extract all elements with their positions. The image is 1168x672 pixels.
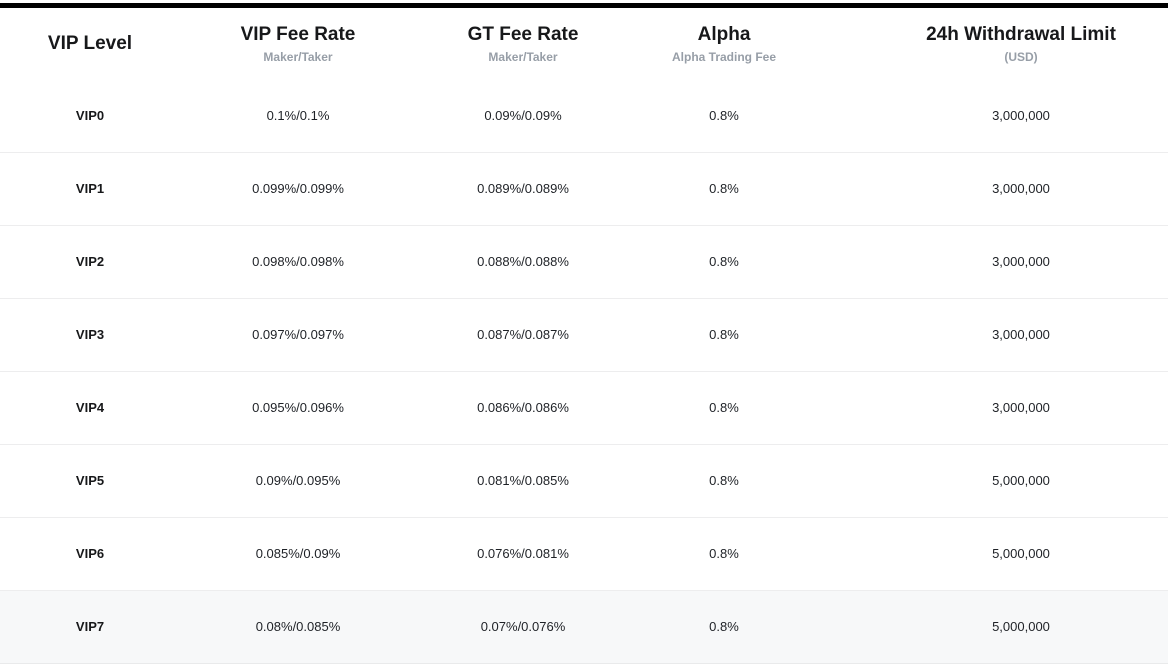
cell-vip-level: VIP2 bbox=[0, 225, 180, 299]
cell-alpha-fee: 0.8% bbox=[630, 152, 818, 226]
cell-vip-level: VIP7 bbox=[0, 590, 180, 664]
header-sublabel: Alpha Trading Fee bbox=[671, 50, 776, 64]
header-sublabel: Maker/Taker bbox=[488, 50, 558, 64]
column-header-vip-fee-rate: VIP Fee Rate Maker/Taker bbox=[180, 8, 416, 79]
header-label: Alpha bbox=[697, 24, 751, 45]
cell-gt-fee-rate: 0.076%/0.081% bbox=[416, 517, 630, 591]
table-body: VIP0 0.1%/0.1% 0.09%/0.09% 0.8% 3,000,00… bbox=[0, 79, 1168, 664]
cell-vip-level: VIP0 bbox=[0, 79, 180, 153]
top-gap bbox=[0, 0, 1168, 3]
cell-gt-fee-rate: 0.07%/0.076% bbox=[416, 590, 630, 664]
cell-vip-fee-rate: 0.1%/0.1% bbox=[180, 79, 416, 153]
cell-withdrawal-limit: 3,000,000 bbox=[818, 371, 1168, 445]
cell-withdrawal-limit: 5,000,000 bbox=[818, 517, 1168, 591]
top-border-rule bbox=[0, 3, 1168, 8]
cell-alpha-fee: 0.8% bbox=[630, 371, 818, 445]
header-label: 24h Withdrawal Limit bbox=[926, 24, 1116, 45]
cell-gt-fee-rate: 0.087%/0.087% bbox=[416, 298, 630, 372]
table-header: VIP Level VIP Fee Rate Maker/Taker GT Fe… bbox=[0, 8, 1168, 79]
table-row[interactable]: VIP6 0.085%/0.09% 0.076%/0.081% 0.8% 5,0… bbox=[0, 517, 1168, 591]
cell-vip-level: VIP4 bbox=[0, 371, 180, 445]
table-row[interactable]: VIP4 0.095%/0.096% 0.086%/0.086% 0.8% 3,… bbox=[0, 371, 1168, 445]
cell-vip-level: VIP1 bbox=[0, 152, 180, 226]
table-row[interactable]: VIP5 0.09%/0.095% 0.081%/0.085% 0.8% 5,0… bbox=[0, 444, 1168, 518]
cell-alpha-fee: 0.8% bbox=[630, 79, 818, 153]
table-row[interactable]: VIP7 0.08%/0.085% 0.07%/0.076% 0.8% 5,00… bbox=[0, 590, 1168, 664]
cell-gt-fee-rate: 0.086%/0.086% bbox=[416, 371, 630, 445]
cell-alpha-fee: 0.8% bbox=[630, 590, 818, 664]
column-header-gt-fee-rate: GT Fee Rate Maker/Taker bbox=[416, 8, 630, 79]
cell-withdrawal-limit: 5,000,000 bbox=[818, 444, 1168, 518]
cell-withdrawal-limit: 5,000,000 bbox=[818, 590, 1168, 664]
header-label: VIP Level bbox=[47, 33, 133, 54]
cell-withdrawal-limit: 3,000,000 bbox=[818, 298, 1168, 372]
vip-fee-table: VIP Level VIP Fee Rate Maker/Taker GT Fe… bbox=[0, 8, 1168, 664]
cell-vip-level: VIP3 bbox=[0, 298, 180, 372]
table-row[interactable]: VIP2 0.098%/0.098% 0.088%/0.088% 0.8% 3,… bbox=[0, 225, 1168, 299]
table-row[interactable]: VIP3 0.097%/0.097% 0.087%/0.087% 0.8% 3,… bbox=[0, 298, 1168, 372]
cell-vip-level: VIP5 bbox=[0, 444, 180, 518]
table-row[interactable]: VIP0 0.1%/0.1% 0.09%/0.09% 0.8% 3,000,00… bbox=[0, 79, 1168, 153]
cell-alpha-fee: 0.8% bbox=[630, 517, 818, 591]
column-header-alpha: Alpha Alpha Trading Fee bbox=[630, 8, 818, 79]
column-header-vip-level: VIP Level bbox=[0, 8, 180, 79]
cell-withdrawal-limit: 3,000,000 bbox=[818, 225, 1168, 299]
cell-vip-fee-rate: 0.08%/0.085% bbox=[180, 590, 416, 664]
cell-alpha-fee: 0.8% bbox=[630, 444, 818, 518]
cell-vip-level: VIP6 bbox=[0, 517, 180, 591]
cell-vip-fee-rate: 0.09%/0.095% bbox=[180, 444, 416, 518]
cell-gt-fee-rate: 0.089%/0.089% bbox=[416, 152, 630, 226]
cell-gt-fee-rate: 0.088%/0.088% bbox=[416, 225, 630, 299]
cell-gt-fee-rate: 0.081%/0.085% bbox=[416, 444, 630, 518]
header-label: GT Fee Rate bbox=[467, 24, 579, 45]
cell-withdrawal-limit: 3,000,000 bbox=[818, 152, 1168, 226]
cell-alpha-fee: 0.8% bbox=[630, 298, 818, 372]
header-row: VIP Level VIP Fee Rate Maker/Taker GT Fe… bbox=[0, 8, 1168, 79]
table-row[interactable]: VIP1 0.099%/0.099% 0.089%/0.089% 0.8% 3,… bbox=[0, 152, 1168, 226]
cell-gt-fee-rate: 0.09%/0.09% bbox=[416, 79, 630, 153]
column-header-withdrawal-limit: 24h Withdrawal Limit (USD) bbox=[818, 8, 1168, 79]
cell-vip-fee-rate: 0.098%/0.098% bbox=[180, 225, 416, 299]
header-label: VIP Fee Rate bbox=[240, 24, 356, 45]
cell-vip-fee-rate: 0.085%/0.09% bbox=[180, 517, 416, 591]
cell-vip-fee-rate: 0.099%/0.099% bbox=[180, 152, 416, 226]
header-sublabel: Maker/Taker bbox=[263, 50, 333, 64]
cell-alpha-fee: 0.8% bbox=[630, 225, 818, 299]
cell-withdrawal-limit: 3,000,000 bbox=[818, 79, 1168, 153]
header-sublabel: (USD) bbox=[1004, 50, 1038, 64]
cell-vip-fee-rate: 0.095%/0.096% bbox=[180, 371, 416, 445]
cell-vip-fee-rate: 0.097%/0.097% bbox=[180, 298, 416, 372]
